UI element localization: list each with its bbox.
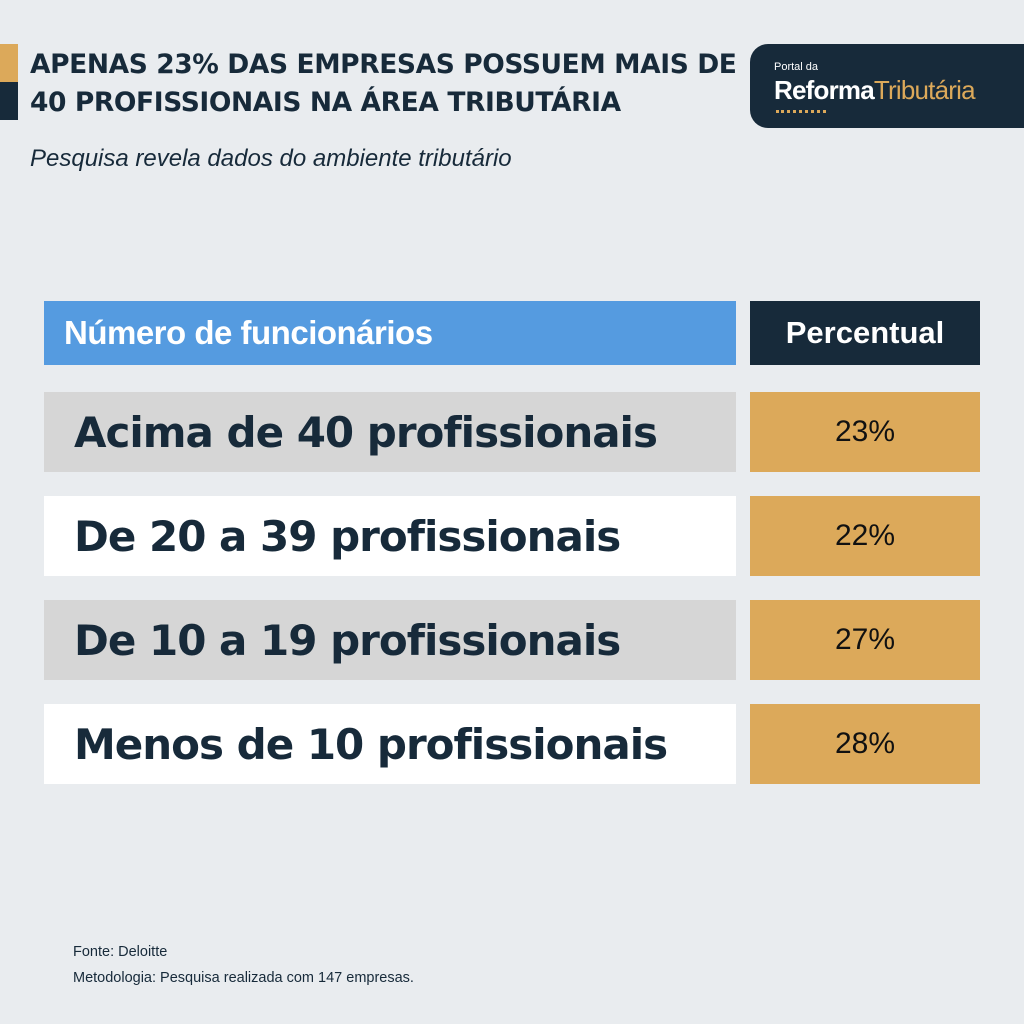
- logo-small-text: Portal da: [774, 61, 819, 73]
- row-value-10-19: 27%: [750, 600, 980, 680]
- logo-main-text: ReformaTributária: [774, 75, 976, 106]
- row-label-above-40: Acima de 40 profissionais: [44, 392, 736, 472]
- portal-logo: Portal da ReformaTributária: [750, 44, 1024, 128]
- accent-navy: [0, 82, 18, 120]
- row-value-20-39: 22%: [750, 496, 980, 576]
- column-header-employees: Número de funcionários: [44, 301, 736, 365]
- column-header-percentage: Percentual: [750, 301, 980, 365]
- page-subtitle: Pesquisa revela dados do ambiente tribut…: [30, 145, 512, 172]
- page-title: APENAS 23% DAS EMPRESAS POSSUEM MAIS DE …: [30, 49, 737, 118]
- logo-light-text: Tributária: [873, 75, 976, 105]
- row-value-above-40: 23%: [750, 392, 980, 472]
- footer-source: Fonte: Deloitte: [73, 944, 168, 960]
- row-label-below-10: Menos de 10 profissionais: [44, 704, 736, 784]
- accent-gold: [0, 44, 18, 82]
- row-label-20-39: De 20 a 39 profissionais: [44, 496, 736, 576]
- row-label-10-19: De 10 a 19 profissionais: [44, 600, 736, 680]
- logo-bold-text: Reforma: [774, 75, 875, 105]
- footer-methodology: Metodologia: Pesquisa realizada com 147 …: [73, 970, 414, 986]
- row-value-below-10: 28%: [750, 704, 980, 784]
- logo-dots: [776, 110, 826, 113]
- title-accent-bar: [0, 44, 18, 120]
